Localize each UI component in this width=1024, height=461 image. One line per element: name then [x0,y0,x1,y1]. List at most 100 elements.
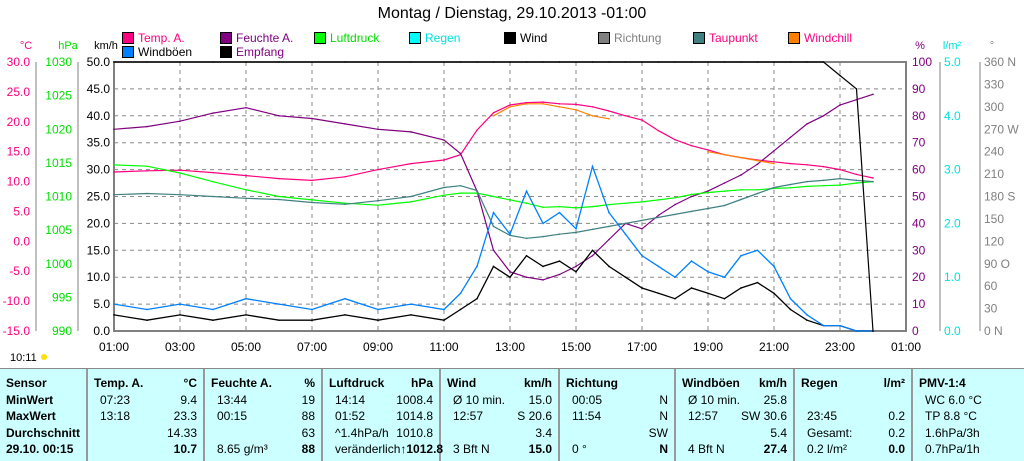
axis-tick-label: 180 S [984,190,1015,204]
legend-label: Taupunkt [709,31,758,45]
cell-label [682,426,688,443]
axis-tick-label: 270 W [984,122,1019,136]
axis-tick-label: 40.0 [87,109,111,123]
series-luftdruck [113,164,874,209]
data-point [575,103,577,106]
data-point [459,292,462,295]
data-point [773,186,775,189]
data-point [212,61,214,63]
axis-tick-label: 5.0 [944,55,961,69]
data-point [707,190,709,192]
x-tick-label: 19:00 [693,340,723,354]
axis-tick-label: 1015 [45,156,72,170]
axis-unit-direction: ° [990,40,994,52]
cell-value: 15.0 [528,392,552,407]
axis-tick-label: 90 O [984,257,1010,271]
table-row: 14:14 1008.4 [329,393,433,410]
data-point [839,104,841,106]
data-point [377,199,379,202]
axis-tick-label: 0.0 [13,234,30,248]
data-point [525,61,528,63]
header-label: Sensor [6,376,47,390]
data-point [756,61,759,63]
axis-tick-label: 25.0 [87,190,111,204]
data-point [806,314,808,316]
cell-value: 0.0 [888,442,905,456]
cell-label [94,442,100,459]
data-point [492,249,495,252]
data-point [179,303,181,305]
axis-tick-label: 1000 [45,257,72,271]
axis-tick-label: 100 [912,55,932,69]
data-point [723,204,726,207]
table-row: 5.4 [682,426,787,443]
data-point [509,271,511,273]
data-point [525,202,528,205]
cell-label: 23:45 [807,409,838,423]
axis-unit-pressure: hPa [58,40,78,52]
data-point [311,117,313,120]
data-point [212,112,214,114]
table-row: 23:45 0.2 [801,409,905,426]
header-unit: hPa [410,376,433,390]
data-point [657,214,660,217]
data-point [492,211,495,214]
data-point [459,192,462,194]
data-point [773,161,775,163]
data-point [822,115,825,117]
data-point [822,324,825,327]
data-point [525,101,528,104]
legend-label: Temp. A. [138,31,185,45]
cell-value: 9.4 [180,392,197,407]
table-column: Wind km/h Ø 10 min. 15.0 12:57 S 20.6 3.4 3 Bft… [441,369,560,461]
header-label: Wind [447,376,477,390]
cell-label: 3 Bft N [453,442,490,456]
data-point [377,61,379,63]
data-point [146,169,148,172]
data-point [806,185,808,188]
data-point [377,128,379,131]
data-point [872,330,874,332]
cell-label: 0.7hPa/1h [925,442,980,456]
data-point [690,193,693,196]
data-point [476,61,478,63]
axis-tick-label: 1025 [45,89,72,103]
legend-swatch [598,32,610,44]
data-point [872,180,874,183]
data-point [542,61,544,63]
table-row: TP 8.8 °C [919,409,1018,426]
data-point [822,179,825,182]
table-row: Ø 10 min. 25.8 [682,393,787,410]
cell-value: 10.7 [173,442,197,456]
header-label: Luftdruck [329,376,385,390]
data-point [179,172,181,174]
data-point [707,191,709,194]
data-point [773,292,775,295]
data-point [542,206,544,209]
table-row: 01:52 1014.8 [329,409,433,426]
data-point [707,149,709,151]
cell-label: 11:54 [572,409,602,423]
legend-swatch [220,32,232,44]
data-point [492,195,495,198]
data-point [509,276,511,279]
cell-value: SW [648,425,668,440]
data-point [575,271,577,273]
data-point [113,164,115,166]
header-label: Feuchte A. [211,376,272,390]
data-point [575,227,577,230]
data-point [674,61,676,63]
data-point [608,265,610,268]
data-point [789,183,792,186]
axis-tick-label: 10.0 [7,175,31,189]
data-point [278,319,280,322]
data-point [740,198,742,201]
column-header: PMV-1:4 [919,376,1018,393]
data-point [492,61,495,63]
table-row [801,393,905,410]
data-point [558,211,561,214]
data-point [608,203,610,206]
data-point [657,129,660,132]
axis-tick-label: 30.0 [7,55,31,69]
table-row: veränderlich ↑1012.8 [329,442,443,459]
